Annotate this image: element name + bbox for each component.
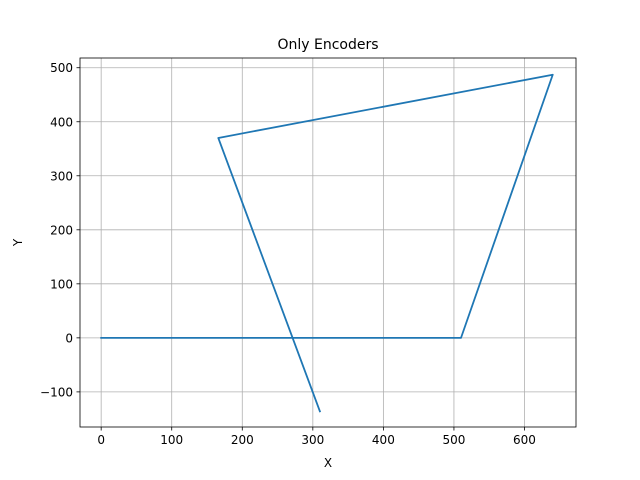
y-axis-label: Y [11,238,25,247]
x-tick-label: 300 [301,433,324,447]
ticks: 0 100 200 300 400 500 600 −100 0 100 200 300 400 500 [40,61,536,447]
x-tick-label: 400 [372,433,395,447]
series-layer [100,73,554,413]
x-tick-label: 200 [231,433,254,447]
plot-area [80,58,576,427]
series-line-0 [100,73,554,413]
y-tick-label: 100 [50,277,73,291]
y-tick-label: 0 [65,331,73,345]
x-tick-label: 100 [160,433,183,447]
y-tick-label: −100 [40,385,73,399]
y-tick-label: 400 [50,115,73,129]
y-tick-label: 300 [50,169,73,183]
x-tick-label: 0 [97,433,105,447]
x-tick-label: 500 [442,433,465,447]
y-tick-label: 500 [50,61,73,75]
chart-title: Only Encoders [277,37,378,53]
x-axis-label: X [324,456,332,470]
plot-frame [79,57,577,428]
x-tick-label: 600 [513,433,536,447]
y-tick-label: 200 [50,223,73,237]
